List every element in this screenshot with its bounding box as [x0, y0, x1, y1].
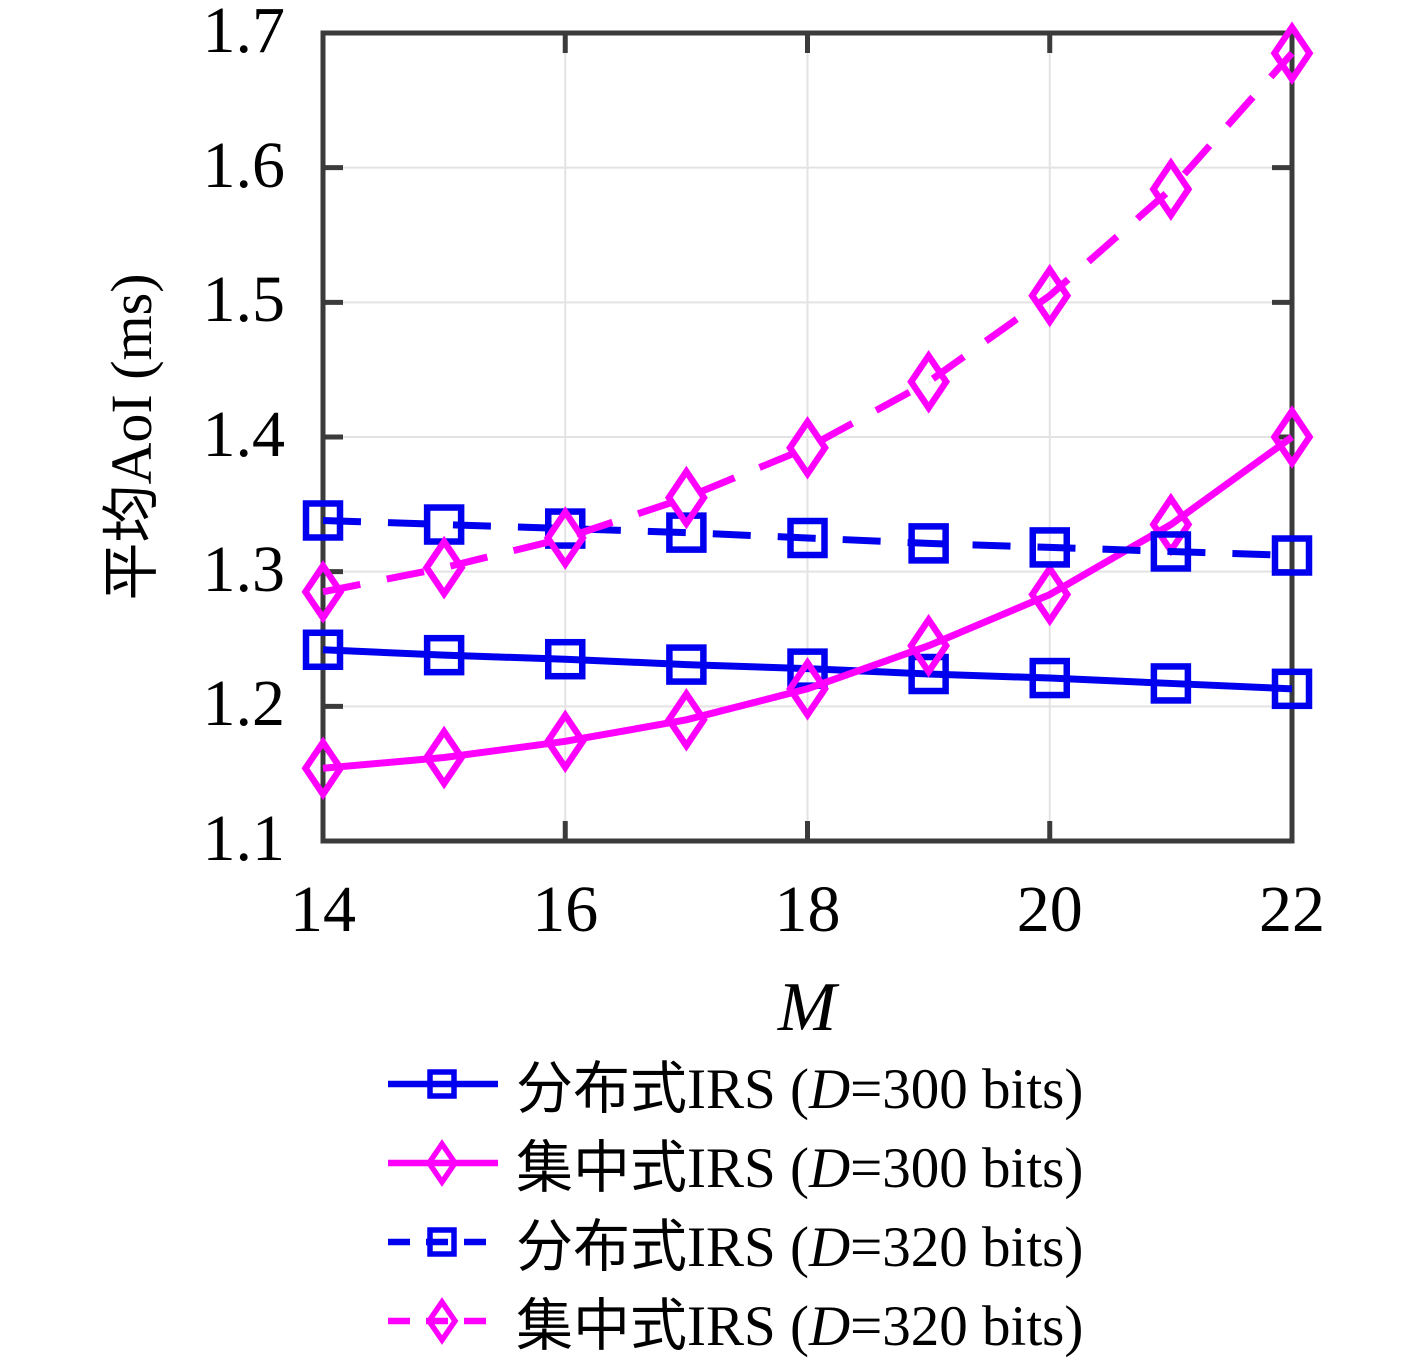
data-point-marker: [907, 613, 951, 678]
legend-item-3: 分布式IRS (D=320 bits): [386, 1202, 1083, 1281]
data-point-marker: [908, 653, 949, 695]
x-tick-label: 16: [532, 873, 599, 946]
legend-sample-line: [388, 1296, 498, 1345]
y-axis-label: 平均AoI (ms): [99, 273, 164, 601]
legend-item-label: 集中式IRS (D=300 bits): [516, 1136, 1084, 1200]
legend-item-4: 集中式IRS (D=320 bits): [386, 1281, 1083, 1360]
data-point-marker: [1029, 527, 1070, 568]
legend-item-1: 分布式IRS (D=300 bits): [386, 1044, 1083, 1123]
data-point-marker: [1150, 531, 1192, 572]
data-point-marker: [1029, 657, 1070, 699]
legend-item-2: 集中式IRS (D=300 bits): [386, 1123, 1083, 1202]
data-point-marker: [1271, 668, 1313, 710]
data-point-marker: [664, 465, 708, 530]
data-point-marker: [1271, 535, 1313, 576]
y-tick-label: 1.3: [202, 532, 286, 606]
data-point-marker: [422, 725, 466, 790]
y-tick-label: 1.2: [202, 667, 286, 741]
data-point-marker: [786, 415, 829, 480]
legend-item-label: 分布式IRS (D=320 bits): [516, 1215, 1084, 1279]
data-point-marker: [666, 644, 707, 685]
y-tick-label: 1.4: [202, 398, 286, 471]
x-axis-label: M: [777, 969, 837, 1046]
y-tick-label: 1.7: [202, 0, 286, 67]
data-point-marker: [787, 517, 828, 559]
data-point-marker: [664, 687, 708, 752]
data-point-marker: [1149, 157, 1193, 222]
data-point-marker: [422, 535, 466, 600]
x-tick-label: 22: [1259, 873, 1325, 946]
x-tick-label: 18: [774, 873, 841, 946]
data-point-marker: [908, 523, 949, 564]
data-point-marker: [786, 657, 829, 721]
data-point-marker: [301, 736, 345, 801]
series-3: [302, 500, 1313, 576]
legend-marker: [427, 1068, 457, 1099]
legend-sample-line: [388, 1138, 498, 1187]
legend-sample-line: [388, 1226, 498, 1257]
legend-marker: [425, 1138, 459, 1187]
data-point-marker: [1270, 405, 1314, 469]
legend-sample-line: [388, 1068, 498, 1099]
data-point-marker: [543, 709, 587, 774]
y-tick-label: 1.6: [202, 128, 286, 202]
y-tick-label: 1.5: [202, 263, 286, 337]
series-line: [322, 516, 1293, 560]
series-line: [322, 50, 1295, 596]
legend-marker: [427, 1226, 457, 1257]
data-point-marker: [1028, 263, 1072, 328]
legend-item-label: 集中式IRS (D=320 bits): [516, 1294, 1084, 1358]
data-point-marker: [301, 560, 345, 624]
data-point-marker: [302, 629, 344, 671]
data-point-marker: [543, 506, 587, 570]
data-point-marker: [666, 512, 707, 553]
data-point-marker: [1270, 21, 1314, 86]
legend-item-label: 分布式IRS (D=300 bits): [516, 1057, 1084, 1121]
data-point-marker: [1150, 663, 1192, 704]
data-point-marker: [302, 500, 344, 541]
legend-marker: [425, 1296, 459, 1345]
data-point-marker: [907, 349, 951, 414]
data-point-marker: [545, 638, 586, 680]
series-4: [301, 21, 1314, 624]
data-point-marker: [1028, 562, 1072, 627]
data-point-marker: [423, 634, 465, 676]
legend: 分布式IRS (D=300 bits) 集中式IRS (D=300 bits) 分布…: [386, 1044, 1083, 1360]
x-tick-label: 20: [1016, 873, 1083, 946]
y-tick-label: 1.1: [202, 802, 286, 875]
x-tick-label: 14: [290, 873, 356, 946]
